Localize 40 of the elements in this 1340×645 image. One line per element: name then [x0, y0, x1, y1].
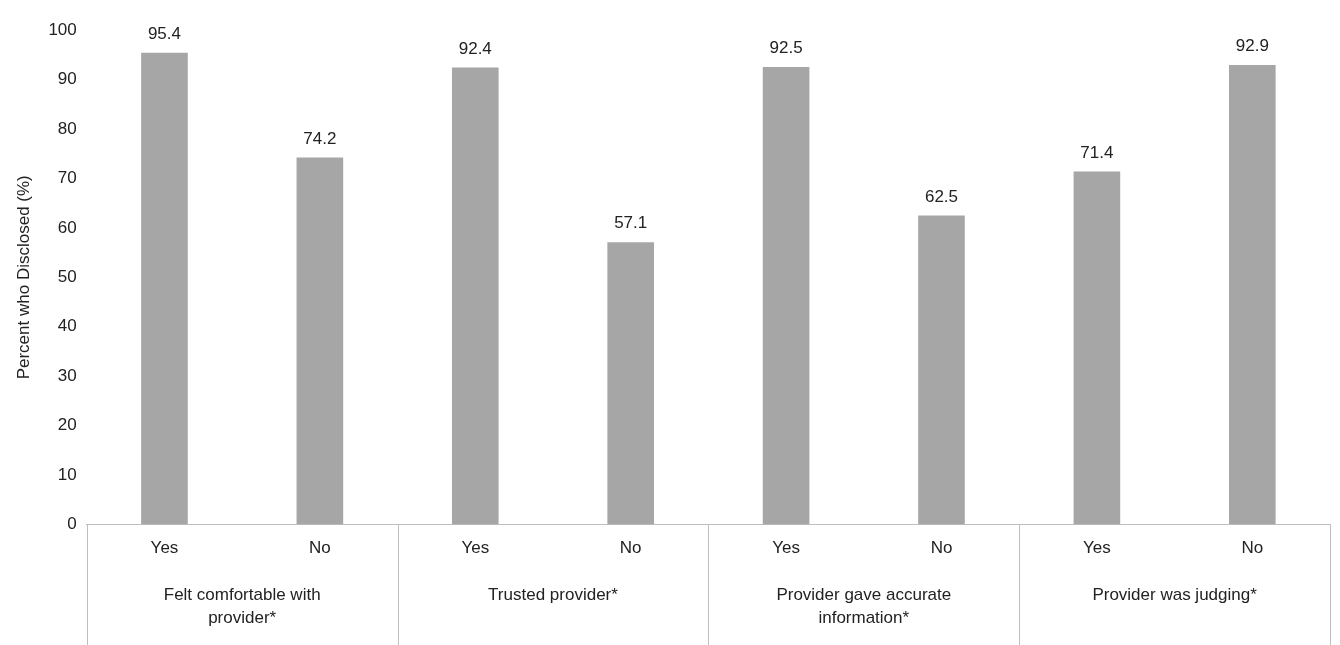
bar [918, 215, 965, 525]
text: Trusted provider* [488, 584, 619, 604]
y-tick-label: 30 [57, 365, 77, 385]
text: Provider was judging* [1092, 584, 1258, 604]
y-tick-label: 50 [57, 266, 77, 286]
bar [762, 67, 810, 525]
data-label: 92.9 [1235, 36, 1269, 56]
bar [1073, 171, 1121, 525]
y-tick-label: 40 [57, 316, 77, 336]
bar [296, 157, 344, 525]
y-tick-label: 10 [57, 464, 77, 484]
bar [607, 242, 654, 525]
bar [141, 52, 188, 525]
x-tick-label: No [619, 538, 642, 558]
x-tick-label: Yes [772, 538, 800, 558]
x-tick-label: Yes [1083, 538, 1111, 558]
data-label: 57.1 [614, 213, 648, 233]
text: Provider gave accurate information* [776, 584, 952, 627]
x-tick-label: Yes [150, 538, 179, 558]
x-tick-label: Yes [461, 538, 490, 558]
x-tick-label: No [1241, 538, 1264, 558]
x-tick-label: No [309, 538, 331, 558]
bar [451, 67, 499, 525]
data-label: 62.5 [924, 186, 959, 206]
bar [1228, 65, 1276, 525]
y-tick-label: 80 [57, 118, 77, 138]
text: Felt comfortable with provider* [163, 584, 321, 627]
data-label: 92.4 [458, 38, 492, 58]
x-tick-label: No [930, 538, 953, 558]
y-tick-label: 90 [57, 69, 77, 89]
data-label: 95.4 [147, 23, 182, 43]
data-label: 74.2 [303, 128, 337, 148]
y-tick-label: 60 [57, 217, 77, 237]
data-label: 92.5 [769, 38, 803, 58]
y-tick-label: 0 [67, 514, 77, 534]
y-tick-label: 20 [57, 415, 77, 435]
data-label: 71.4 [1080, 142, 1114, 162]
y-axis-title: Percent who Disclosed (%) [13, 175, 33, 380]
y-tick-label: 70 [57, 168, 77, 188]
y-tick-label: 100 [48, 19, 77, 39]
